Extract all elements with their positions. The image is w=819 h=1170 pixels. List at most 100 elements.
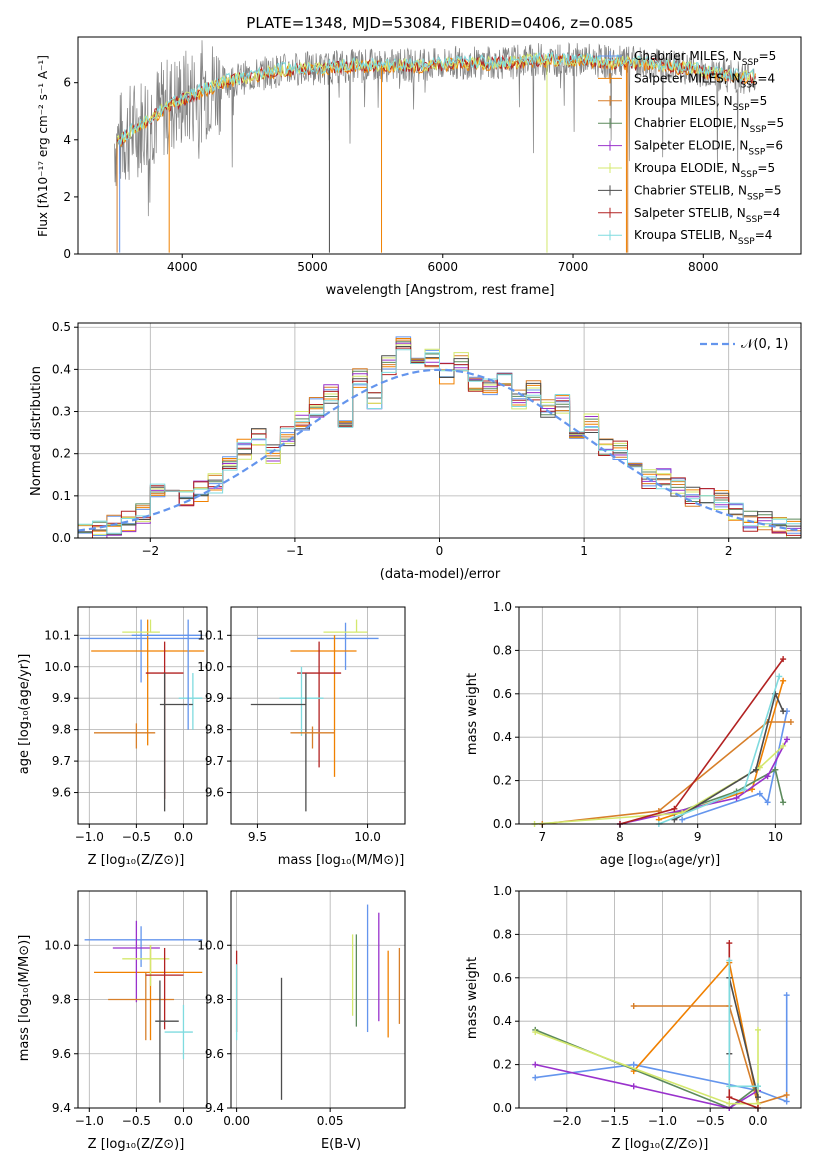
- x-tick-label: 5000: [297, 260, 328, 274]
- x-tick-label: 9: [694, 830, 702, 844]
- residual-ylabel: Normed distribution: [29, 366, 44, 496]
- y-tick-label: 0.4: [52, 362, 71, 376]
- y-tick-label: 10.0: [44, 938, 71, 952]
- legend-label: Chabrier ELODIE, NSSP=5: [634, 116, 784, 135]
- x-tick-label: 0.00: [223, 1114, 250, 1128]
- y-tick-label: 4: [63, 133, 71, 147]
- weight-line: [542, 721, 791, 825]
- y-tick-label: 0.2: [493, 1058, 512, 1072]
- axes-frame: [518, 890, 802, 1109]
- age-mass-plot: 9.5 10.0 9.6 9.7 9.8 9.9 10.0 10.1: [197, 606, 406, 844]
- x-tick-label: 1: [580, 544, 588, 558]
- weight-age-xlabel: age [log₁₀(age/yr)]: [600, 853, 721, 868]
- model-spectrum: [116, 51, 756, 148]
- weight-line: [673, 691, 784, 821]
- x-tick-label: 7: [538, 830, 546, 844]
- y-tick-label: 9.9: [52, 691, 71, 705]
- y-tick-label: 9.6: [205, 1047, 224, 1061]
- mass-z-xlabel: Z [log₁₀(Z/Z⊙)]: [88, 1137, 185, 1152]
- mass-z-plot: −1.0 −0.5 0.0 9.4 9.6 9.8 10.0: [44, 890, 208, 1128]
- y-tick-label: 0.4: [493, 730, 512, 744]
- weight-line: [535, 1029, 759, 1109]
- y-tick-label: 9.8: [205, 723, 224, 737]
- weight-line: [674, 768, 784, 814]
- y-tick-label: 6: [63, 76, 71, 90]
- weight-line: [535, 1029, 759, 1105]
- x-tick-label: 2: [725, 544, 733, 558]
- x-tick-label: −1.0: [75, 1114, 104, 1128]
- flux-title: PLATE=1348, MJD=53084, FIBERID=0406, z=0…: [246, 14, 633, 32]
- weight-z-ylabel: mass weight: [465, 957, 480, 1039]
- y-tick-label: 0.6: [493, 687, 512, 701]
- legend-label: Kroupa MILES, NSSP=5: [634, 94, 767, 113]
- y-tick-label: 10.1: [197, 628, 224, 642]
- x-tick-label: 9.5: [248, 830, 267, 844]
- age-z-plot: −1.0 −0.5 0.0 9.6 9.7 9.8 9.9 10.0 10.1: [44, 606, 208, 844]
- axes-frame: [518, 606, 802, 825]
- x-tick-label: 0: [436, 544, 444, 558]
- x-tick-label: −1.5: [600, 1114, 629, 1128]
- y-tick-label: 10.0: [197, 660, 224, 674]
- weight-line: [535, 1063, 759, 1109]
- y-tick-label: 0.0: [493, 1101, 512, 1115]
- x-tick-label: 10.0: [354, 830, 381, 844]
- y-tick-label: 0.6: [493, 971, 512, 985]
- weight-line: [728, 977, 759, 1098]
- y-tick-label: 9.4: [52, 1101, 71, 1115]
- weight-age-ylabel: mass weight: [465, 673, 480, 755]
- y-tick-label: 0.0: [52, 531, 71, 545]
- y-tick-label: 10.0: [197, 938, 224, 952]
- y-tick-label: 0.8: [493, 927, 512, 941]
- legend-label: Kroupa ELODIE, NSSP=5: [634, 161, 775, 180]
- residual-xlabel: (data-model)/error: [380, 567, 501, 582]
- x-tick-label: 0.0: [174, 830, 193, 844]
- weight-line: [619, 739, 788, 825]
- legend-label: Salpeter ELODIE, NSSP=6: [634, 139, 783, 158]
- mass-ebv-plot: 0.00 0.05 9.4 9.6 9.8 10.0: [197, 890, 406, 1128]
- y-tick-label: 9.8: [52, 723, 71, 737]
- y-tick-label: 0.5: [52, 320, 71, 334]
- x-tick-label: 8000: [688, 260, 719, 274]
- legend-label: 𝒩(0, 1): [741, 337, 788, 352]
- weight-line: [633, 1005, 787, 1105]
- axes-frame: [77, 36, 802, 255]
- y-tick-label: 9.7: [52, 754, 71, 768]
- x-tick-label: 10: [768, 830, 783, 844]
- x-tick-label: −1.0: [75, 830, 104, 844]
- y-tick-label: 9.6: [52, 786, 71, 800]
- x-tick-label: −0.5: [122, 830, 151, 844]
- x-tick-label: 0.05: [317, 1114, 344, 1128]
- age-z-xlabel: Z [log₁₀(Z/Z⊙)]: [88, 853, 185, 868]
- y-tick-label: 9.6: [52, 1047, 71, 1061]
- x-tick-label: 7000: [558, 260, 589, 274]
- flux-ylabel: Flux [fλ10⁻¹⁷ erg cm⁻² s⁻¹ A⁻¹]: [36, 55, 50, 237]
- model-spectrum: [116, 52, 756, 146]
- x-tick-label: −1.0: [648, 1114, 677, 1128]
- y-tick-label: 2: [63, 190, 71, 204]
- x-tick-label: 0.0: [174, 1114, 193, 1128]
- x-tick-label: 6000: [427, 260, 458, 274]
- y-tick-label: 9.8: [205, 993, 224, 1007]
- y-tick-label: 0.3: [52, 405, 71, 419]
- legend-label: Kroupa STELIB, NSSP=4: [634, 228, 772, 247]
- mass-z-ylabel: mass [log₁₀(M/M⊙)]: [17, 935, 32, 1062]
- axes-frame: [230, 606, 406, 825]
- x-tick-label: −2.0: [552, 1114, 581, 1128]
- mass-ebv-xlabel: E(B-V): [321, 1137, 361, 1152]
- y-tick-label: 9.4: [205, 1101, 224, 1115]
- y-tick-label: 1.0: [493, 600, 512, 614]
- age-z-ylabel: age [log₁₀(age/yr)]: [17, 654, 32, 775]
- axes-frame: [77, 606, 208, 825]
- legend-label: Chabrier STELIB, NSSP=5: [634, 183, 782, 202]
- x-tick-label: −2: [141, 544, 159, 558]
- y-tick-label: 0.2: [493, 774, 512, 788]
- y-tick-label: 0.8: [493, 643, 512, 657]
- weight-z-xlabel: Z [log₁₀(Z/Z⊙)]: [612, 1137, 709, 1152]
- y-tick-label: 9.6: [205, 786, 224, 800]
- x-tick-label: −0.5: [696, 1114, 725, 1128]
- residual-plot: −2 −1 0 1 2 0.0 0.1 0.2 0.3 0.4 0.5 𝒩(0, 1): [52, 320, 802, 558]
- y-tick-label: 0: [63, 247, 71, 261]
- weight-line: [633, 960, 759, 1104]
